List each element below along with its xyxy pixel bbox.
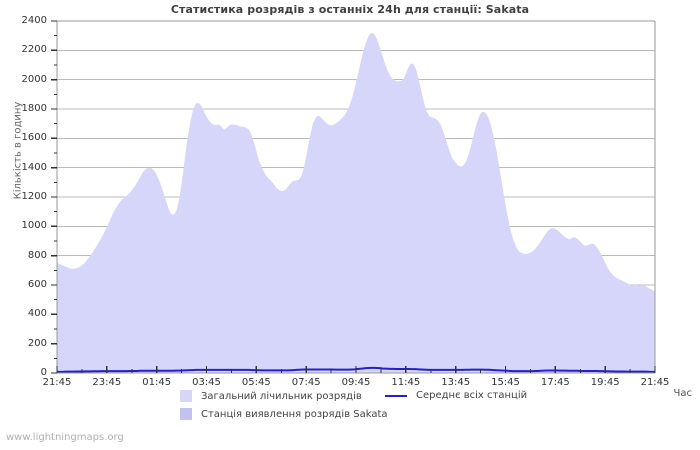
page-title: Статистика розрядів з останніх 24h для с…	[170, 3, 530, 16]
x-tick-label: 05:45	[241, 377, 271, 388]
legend-item[interactable]: Станція виявлення розрядів Sakata	[180, 408, 388, 420]
x-tick-label: 11:45	[391, 377, 421, 388]
chart-legend: Загальний лічильник розрядів Середнє всіх…	[0, 390, 700, 430]
x-tick-label: 01:45	[142, 377, 172, 388]
x-tick-label: 21:45	[640, 377, 670, 388]
y-tick-label: 600	[27, 279, 47, 290]
x-tick-label: 03:45	[192, 377, 221, 388]
x-axis-title: Час	[673, 388, 692, 399]
watermark-text: www.lightningmaps.org	[6, 432, 124, 443]
legend-swatch-marker	[180, 408, 192, 420]
legend-item-label: Станція виявлення розрядів Sakata	[201, 408, 388, 420]
x-tick-label: 13:45	[441, 377, 471, 388]
y-tick-label: 400	[27, 308, 47, 320]
y-tick-label: 0	[40, 367, 47, 378]
y-tick-label: 800	[27, 249, 47, 261]
y-tick-label: 1800	[21, 103, 47, 114]
y-tick-label: 2200	[21, 44, 47, 56]
y-tick-label: 2400	[21, 15, 47, 26]
legend-line-marker	[385, 394, 407, 397]
x-tick-label: 21:45	[42, 377, 72, 388]
series-area-0	[57, 32, 655, 373]
y-tick-label: 2000	[21, 73, 47, 85]
legend-item[interactable]: Середнє всіх станцій	[385, 390, 527, 401]
y-tick-label: 1200	[21, 191, 47, 202]
y-tick-label: 200	[27, 337, 47, 349]
legend-item-label: Загальний лічильник розрядів	[201, 390, 362, 402]
legend-item-label: Середнє всіх станцій	[416, 390, 528, 401]
x-tick-label: 07:45	[291, 377, 321, 388]
x-tick-label: 19:45	[590, 377, 620, 388]
x-tick-label: 23:45	[92, 377, 122, 388]
x-tick-label: 15:45	[491, 377, 520, 388]
legend-swatch-marker	[180, 390, 192, 402]
x-tick-label: 09:45	[341, 377, 371, 388]
y-tick-label: 1000	[21, 220, 47, 232]
legend-item[interactable]: Загальний лічильник розрядів	[180, 390, 362, 402]
y-tick-label: 1600	[21, 132, 47, 144]
y-tick-label: 1400	[21, 161, 47, 173]
x-tick-label: 17:45	[540, 377, 570, 388]
